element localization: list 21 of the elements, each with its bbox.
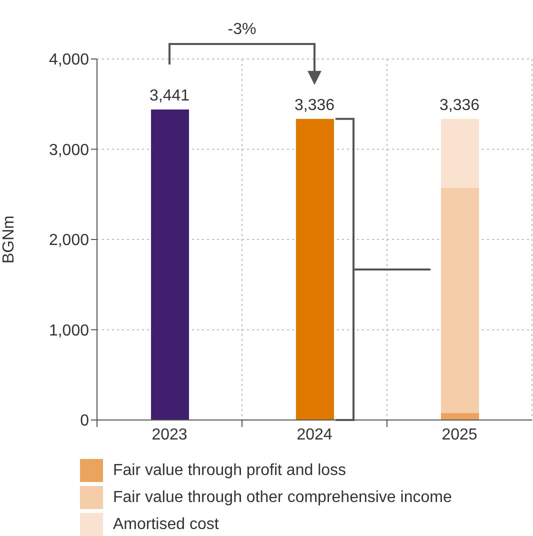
bar — [441, 412, 479, 420]
y-tick-label: 2,000 — [48, 232, 90, 250]
total-label: 3,336 — [294, 96, 335, 114]
x-tick-label: 2025 — [442, 426, 478, 444]
total-label: 3,336 — [439, 96, 480, 114]
legend-label: Amortised cost — [113, 516, 219, 534]
bar — [441, 118, 479, 188]
y-tick-label: 1,000 — [48, 322, 90, 340]
x-tick-label: 2023 — [152, 426, 188, 444]
y-tick-label: 3,000 — [48, 142, 90, 159]
bar — [151, 109, 189, 420]
y-axis-title: BGNm — [0, 216, 18, 264]
bar — [441, 188, 479, 413]
x-tick-label: 2024 — [296, 426, 332, 444]
total-label: 3,441 — [149, 87, 190, 104]
legend-label: Fair value through other comprehensive income — [113, 488, 452, 506]
bar — [296, 118, 334, 420]
text: -3% — [228, 21, 256, 38]
y-tick-label: 0 — [80, 412, 90, 430]
legend-label: Fair value through profit and loss — [113, 462, 346, 480]
y-tick-label: 4,000 — [48, 52, 90, 69]
